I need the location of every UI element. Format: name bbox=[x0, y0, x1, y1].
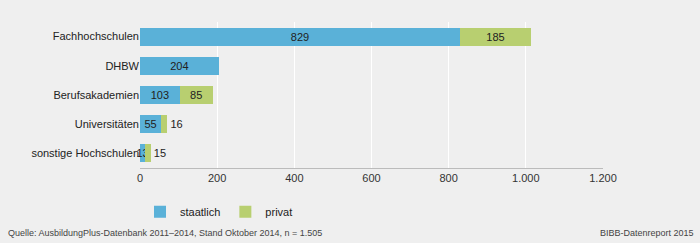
svg-text:204: 204 bbox=[170, 60, 188, 72]
svg-text:200: 200 bbox=[208, 172, 226, 184]
svg-text:BIBB-Datenreport 2015: BIBB-Datenreport 2015 bbox=[600, 228, 694, 238]
svg-text:Fachhochschulen: Fachhochschulen bbox=[53, 30, 139, 42]
svg-text:103: 103 bbox=[151, 89, 169, 101]
svg-text:55: 55 bbox=[144, 118, 156, 130]
svg-text:privat: privat bbox=[265, 206, 292, 218]
svg-text:1.000: 1.000 bbox=[512, 172, 540, 184]
svg-text:0: 0 bbox=[137, 172, 143, 184]
svg-text:staatlich: staatlich bbox=[180, 206, 220, 218]
svg-text:Quelle: AusbildungPlus-Datenba: Quelle: AusbildungPlus-Datenbank 2011–20… bbox=[8, 228, 322, 238]
svg-text:Berufsakademien: Berufsakademien bbox=[53, 89, 139, 101]
svg-text:600: 600 bbox=[362, 172, 380, 184]
svg-text:400: 400 bbox=[285, 172, 303, 184]
svg-text:85: 85 bbox=[190, 89, 202, 101]
svg-text:sonstige Hochschulen: sonstige Hochschulen bbox=[31, 147, 139, 159]
svg-text:800: 800 bbox=[439, 172, 457, 184]
svg-text:829: 829 bbox=[291, 31, 309, 43]
svg-text:Universitäten: Universitäten bbox=[75, 118, 139, 130]
svg-text:1.200: 1.200 bbox=[589, 172, 617, 184]
svg-text:185: 185 bbox=[486, 31, 504, 43]
svg-text:DHBW: DHBW bbox=[105, 60, 139, 72]
svg-text:16: 16 bbox=[170, 118, 182, 130]
svg-text:15: 15 bbox=[154, 147, 166, 159]
svg-text:13: 13 bbox=[136, 147, 148, 159]
